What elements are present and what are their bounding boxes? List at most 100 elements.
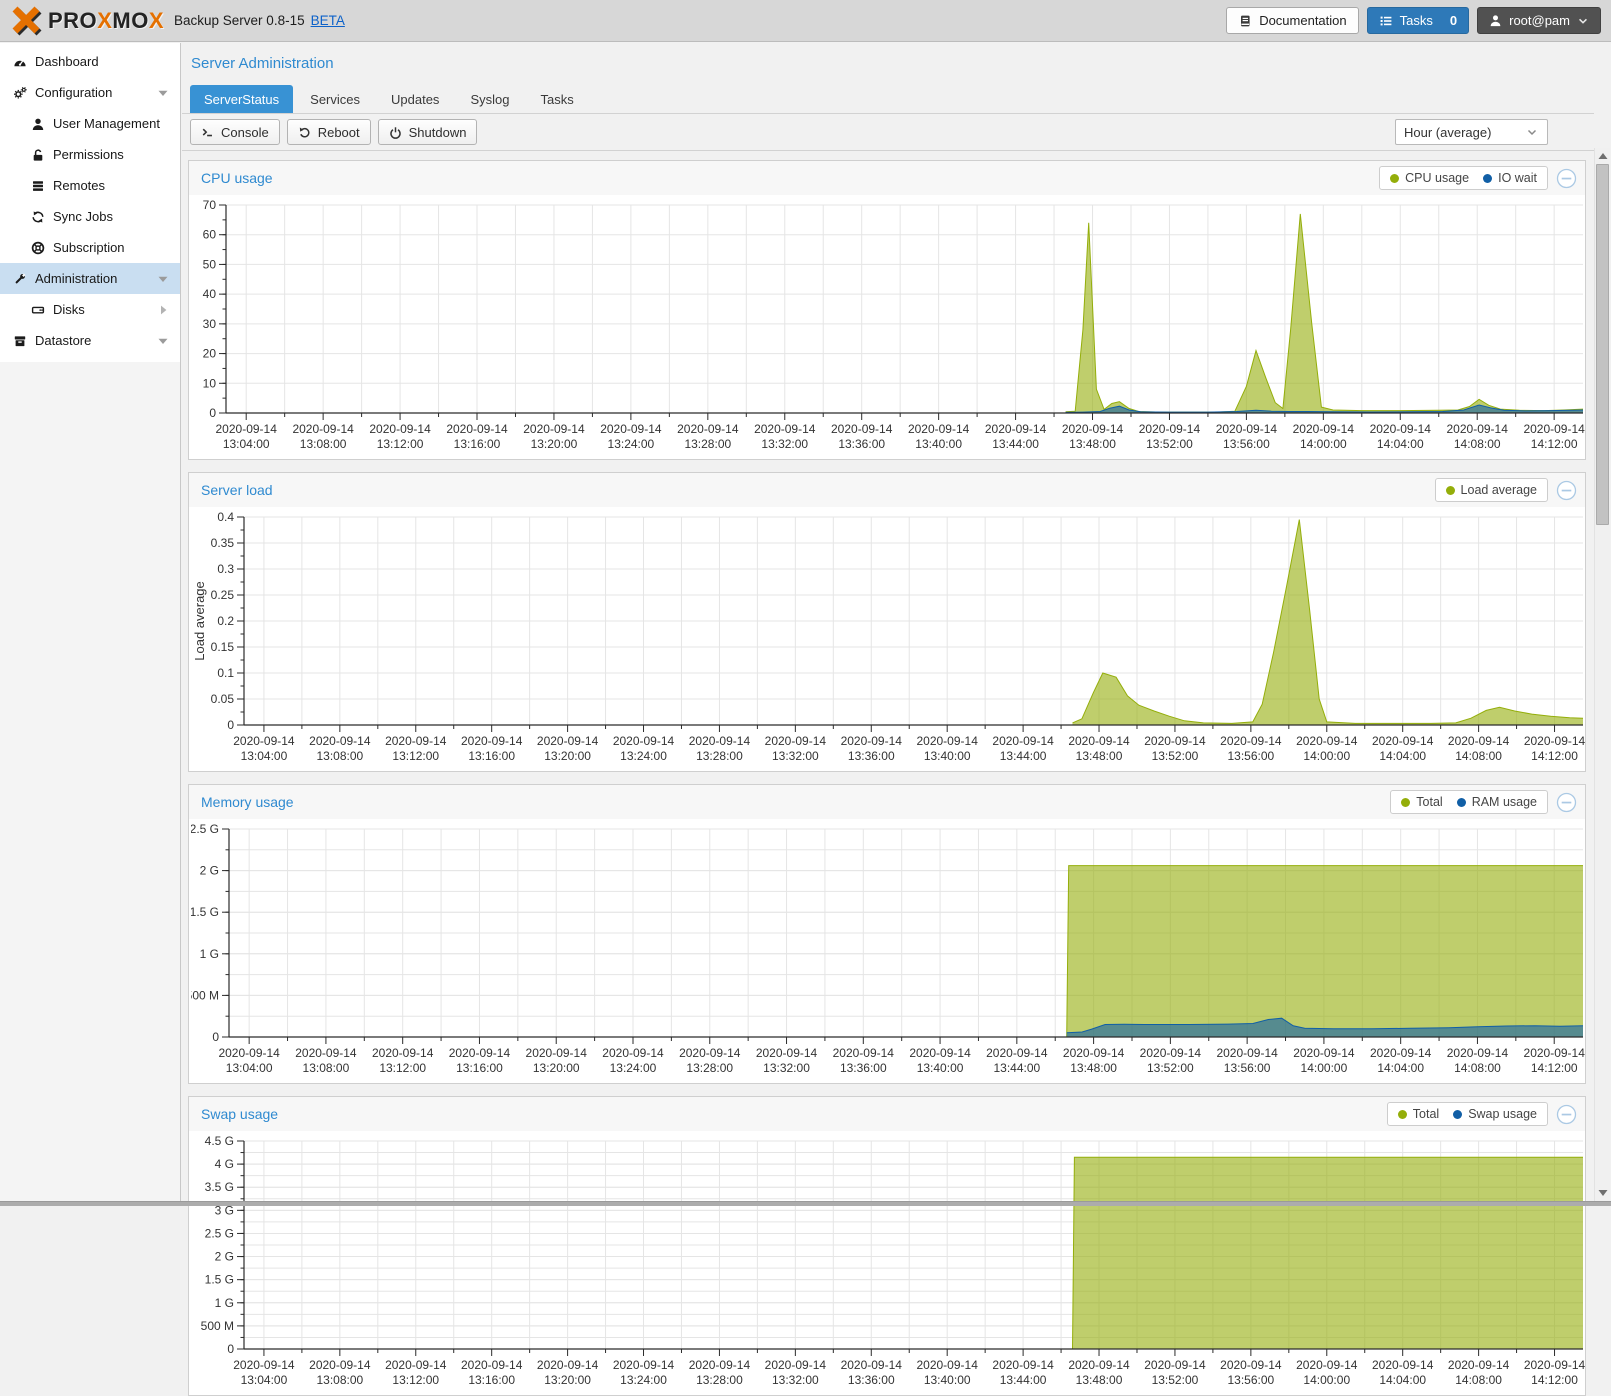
sidebar-item-subscription[interactable]: Subscription (0, 232, 180, 263)
tab-updates[interactable]: Updates (377, 85, 453, 113)
svg-text:2020-09-14: 2020-09-14 (369, 422, 431, 436)
svg-text:13:24:00: 13:24:00 (608, 437, 655, 451)
svg-text:13:20:00: 13:20:00 (544, 749, 591, 763)
svg-text:13:20:00: 13:20:00 (531, 437, 578, 451)
lifering-icon (29, 241, 46, 255)
caret-down-icon (156, 272, 170, 286)
reboot-button[interactable]: Reboot (287, 119, 371, 145)
sidebar-item-administration[interactable]: Administration (0, 263, 180, 294)
svg-text:13:52:00: 13:52:00 (1147, 1061, 1194, 1075)
svg-text:13:52:00: 13:52:00 (1146, 437, 1193, 451)
tasks-button[interactable]: Tasks 0 (1367, 7, 1469, 34)
legend-label: Swap usage (1468, 1107, 1537, 1121)
legend-item-load-average[interactable]: Load average (1446, 483, 1537, 497)
shutdown-button[interactable]: Shutdown (378, 119, 478, 145)
collapse-panel-button[interactable] (1556, 480, 1577, 501)
svg-text:13:28:00: 13:28:00 (684, 437, 731, 451)
svg-text:13:48:00: 13:48:00 (1076, 749, 1123, 763)
brand-letter: MO (112, 8, 148, 33)
scroll-up-arrow[interactable] (1595, 148, 1611, 164)
sidebar-item-dashboard[interactable]: Dashboard (0, 46, 180, 77)
legend-dot-icon (1390, 174, 1399, 183)
sidebar-item-configuration[interactable]: Configuration (0, 77, 180, 108)
collapse-panel-button[interactable] (1556, 1104, 1577, 1125)
svg-text:2020-09-14: 2020-09-14 (537, 1358, 599, 1372)
svg-text:2020-09-14: 2020-09-14 (1068, 1358, 1130, 1372)
svg-text:0.2: 0.2 (217, 614, 234, 628)
sidebar-item-sync-jobs[interactable]: Sync Jobs (0, 201, 180, 232)
svg-text:14:12:00: 14:12:00 (1531, 1373, 1578, 1387)
svg-text:14:04:00: 14:04:00 (1377, 437, 1424, 451)
svg-text:2020-09-14: 2020-09-14 (613, 734, 675, 748)
console-button[interactable]: Console (190, 119, 280, 145)
svg-text:13:04:00: 13:04:00 (226, 1061, 273, 1075)
svg-text:2020-09-14: 2020-09-14 (446, 422, 508, 436)
tab-services[interactable]: Services (296, 85, 374, 113)
datastore-icon (11, 334, 28, 348)
svg-text:13:52:00: 13:52:00 (1152, 749, 1199, 763)
svg-text:2020-09-14: 2020-09-14 (1068, 734, 1130, 748)
svg-text:13:04:00: 13:04:00 (241, 1373, 288, 1387)
svg-text:13:44:00: 13:44:00 (992, 437, 1039, 451)
sidebar-item-user-management[interactable]: User Management (0, 108, 180, 139)
scrollbar-thumb[interactable] (1596, 164, 1609, 525)
legend-item-total[interactable]: Total (1401, 795, 1442, 809)
svg-text:13:36:00: 13:36:00 (840, 1061, 887, 1075)
svg-text:2020-09-14: 2020-09-14 (1523, 422, 1585, 436)
svg-text:2020-09-14: 2020-09-14 (1448, 734, 1510, 748)
svg-text:14:00:00: 14:00:00 (1301, 1061, 1348, 1075)
svg-text:2020-09-14: 2020-09-14 (233, 734, 295, 748)
legend-item-ram-usage[interactable]: RAM usage (1457, 795, 1537, 809)
sidebar-item-disks[interactable]: Disks (0, 294, 180, 325)
legend-item-cpu-usage[interactable]: CPU usage (1390, 171, 1469, 185)
documentation-button[interactable]: Documentation (1226, 7, 1358, 34)
legend-label: IO wait (1498, 171, 1537, 185)
legend-item-io-wait[interactable]: IO wait (1483, 171, 1537, 185)
collapse-panel-button[interactable] (1556, 792, 1577, 813)
svg-text:Load average: Load average (192, 581, 207, 661)
svg-text:2020-09-14: 2020-09-14 (372, 1046, 434, 1060)
sidebar-item-remotes[interactable]: Remotes (0, 170, 180, 201)
collapse-panel-button[interactable] (1556, 168, 1577, 189)
vertical-scrollbar[interactable] (1594, 148, 1610, 1201)
task-list-icon (1379, 14, 1393, 28)
svg-text:2020-09-14: 2020-09-14 (1139, 422, 1201, 436)
sidebar-item-permissions[interactable]: Permissions (0, 139, 180, 170)
svg-text:30: 30 (203, 317, 217, 331)
time-range-select[interactable]: Hour (average) (1395, 119, 1548, 145)
svg-text:0: 0 (227, 718, 234, 732)
beta-link[interactable]: BETA (311, 13, 345, 28)
svg-text:13:32:00: 13:32:00 (772, 749, 819, 763)
svg-text:1.5 G: 1.5 G (191, 905, 219, 919)
sidebar-item-datastore[interactable]: Datastore (0, 325, 180, 356)
svg-text:2020-09-14: 2020-09-14 (1063, 1046, 1125, 1060)
svg-text:2020-09-14: 2020-09-14 (1144, 734, 1206, 748)
user-icon (29, 117, 46, 131)
svg-text:3.5 G: 3.5 G (205, 1180, 234, 1194)
tab-syslog[interactable]: Syslog (456, 85, 523, 113)
scroll-down-arrow[interactable] (1595, 1185, 1611, 1201)
user-menu-button[interactable]: root@pam (1477, 7, 1601, 34)
legend-item-total[interactable]: Total (1398, 1107, 1439, 1121)
tab-tasks[interactable]: Tasks (526, 85, 587, 113)
sidebar-item-label: Dashboard (35, 54, 99, 69)
tab-serverstatus[interactable]: ServerStatus (190, 85, 293, 113)
sidebar-item-label: Permissions (53, 147, 124, 162)
svg-text:14:04:00: 14:04:00 (1379, 1373, 1426, 1387)
svg-text:2020-09-14: 2020-09-14 (1144, 1358, 1206, 1372)
svg-text:2020-09-14: 2020-09-14 (292, 422, 354, 436)
remotes-icon (29, 179, 46, 193)
svg-text:2020-09-14: 2020-09-14 (909, 1046, 971, 1060)
documentation-label: Documentation (1259, 13, 1346, 28)
svg-text:2020-09-14: 2020-09-14 (1372, 734, 1434, 748)
svg-text:13:40:00: 13:40:00 (924, 1373, 971, 1387)
power-icon (389, 126, 402, 139)
svg-text:2020-09-14: 2020-09-14 (233, 1358, 295, 1372)
svg-text:0.05: 0.05 (211, 692, 235, 706)
legend-item-swap-usage[interactable]: Swap usage (1453, 1107, 1537, 1121)
svg-text:2020-09-14: 2020-09-14 (833, 1046, 895, 1060)
svg-text:13:48:00: 13:48:00 (1076, 1373, 1123, 1387)
